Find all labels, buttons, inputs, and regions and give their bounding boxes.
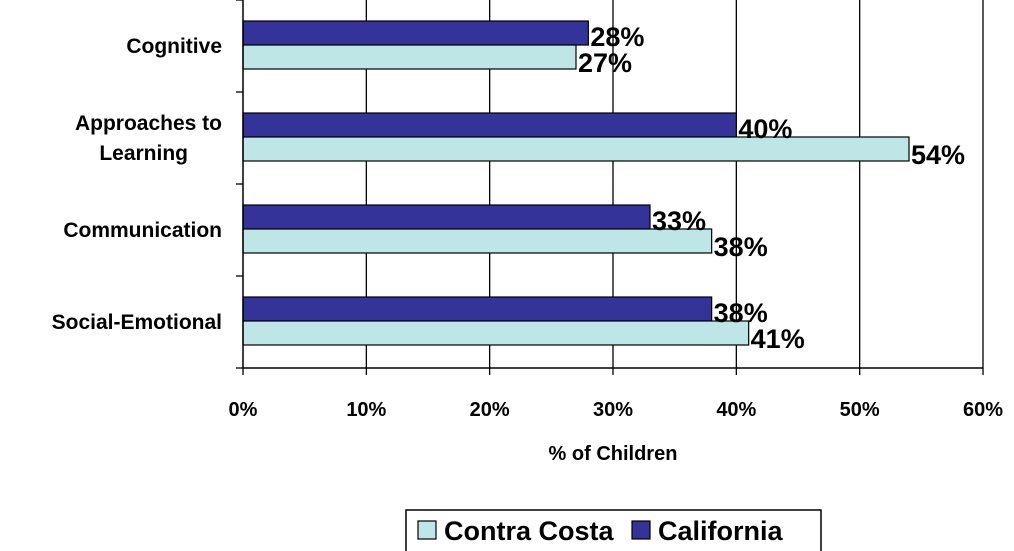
value-labels: 28%27%40%54%33%38%38%41% [578, 22, 965, 354]
bar-contra-costa-0 [242, 44, 577, 70]
x-tick-label-0: 0% [229, 399, 258, 421]
axes [236, 0, 984, 375]
legend-label-contra-costa: Contra Costa [444, 516, 614, 546]
value-label-contra-costa-2: 38% [714, 232, 768, 262]
legend-swatch-california [631, 520, 651, 540]
value-label-contra-costa-0: 27% [578, 48, 632, 78]
value-label-california-2: 33% [652, 206, 706, 236]
value-label-contra-costa-1: 54% [911, 140, 965, 170]
legend: Contra Costa California [405, 509, 822, 551]
x-tick-label-1: 10% [346, 399, 386, 421]
legend-label-california: California [658, 516, 784, 546]
bar-contra-costa-3 [242, 320, 750, 346]
category-label-2: Communication [63, 219, 222, 242]
category-label-3: Social-Emotional [52, 311, 222, 334]
x-tick-label-2: 20% [470, 399, 510, 421]
x-tick-label-3: 30% [593, 399, 633, 421]
legend-swatch-contra-costa [417, 520, 437, 540]
bar-california-2 [242, 204, 651, 230]
category-label-1: Approaches to Learning [75, 112, 222, 165]
legend-box [405, 509, 822, 551]
bar-california-0 [242, 20, 589, 46]
bars [242, 20, 910, 346]
x-axis-title: % of Children [549, 443, 678, 465]
x-tick-label-4: 40% [716, 399, 756, 421]
value-label-california-1: 40% [738, 114, 792, 144]
value-label-california-0: 28% [590, 22, 644, 52]
category-labels: Cognitive Approaches to Learning Communicat… [52, 35, 222, 334]
value-label-california-3: 38% [714, 298, 768, 328]
bar-california-1 [242, 112, 737, 138]
x-tick-label-6: 60% [963, 399, 1003, 421]
category-label-0: Cognitive [126, 35, 222, 58]
bar-contra-costa-2 [242, 228, 713, 254]
x-tick-labels: 0% 10% 20% 30% 40% 50% 60% [229, 399, 1004, 421]
bar-contra-costa-1 [242, 136, 910, 162]
bar-california-3 [242, 296, 713, 322]
value-label-contra-costa-3: 41% [751, 324, 805, 354]
x-tick-label-5: 50% [840, 399, 880, 421]
